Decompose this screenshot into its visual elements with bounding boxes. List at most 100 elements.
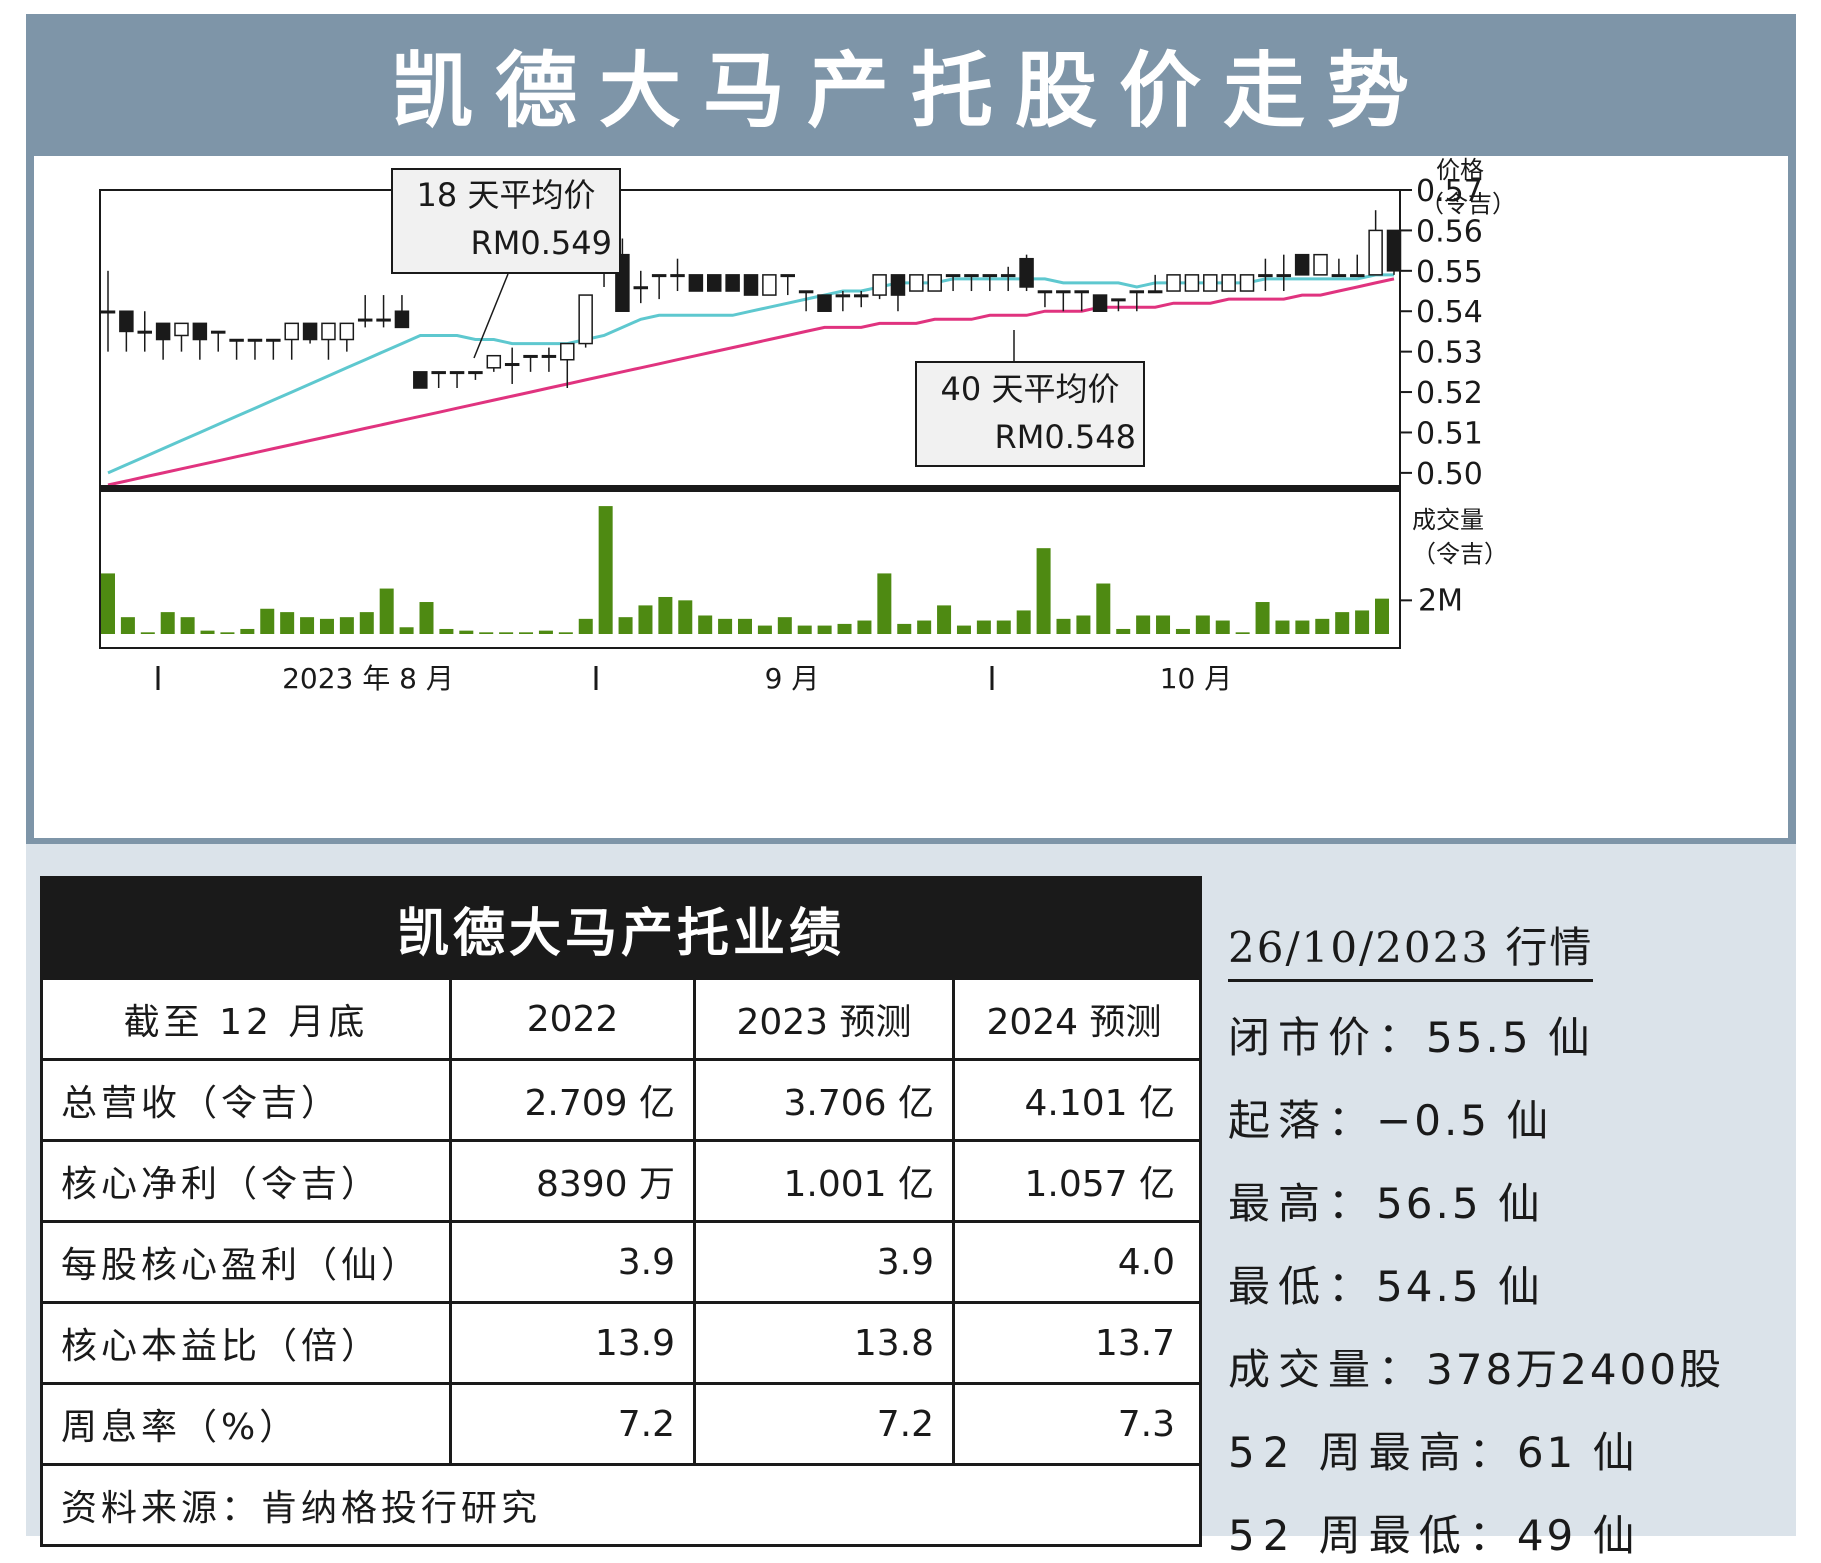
candle [945, 274, 961, 292]
volume-bar [797, 625, 812, 634]
volume-bar [140, 632, 155, 634]
volume-bar [1056, 618, 1071, 634]
volume-bar [578, 618, 593, 634]
separator: ： [1468, 1428, 1517, 1477]
price-tick-label: 0.50 [1416, 457, 1483, 492]
cell-value: 4.0 [952, 1223, 1193, 1301]
candle-body [982, 274, 998, 278]
candle-body [798, 290, 814, 294]
volume-bar [558, 632, 573, 634]
candle [449, 371, 465, 389]
row-label: 总营收（令吉） [61, 1083, 342, 1124]
cell-value: 13.9 [449, 1304, 693, 1382]
row-label: 每股核心盈利（仙） [61, 1245, 422, 1286]
candle [100, 270, 116, 352]
candle [927, 274, 942, 292]
candle-body [633, 286, 649, 290]
volume-bar [379, 588, 394, 634]
candle-body [688, 274, 704, 292]
volume-bar [319, 618, 334, 634]
candle [357, 295, 373, 328]
column-header: 截至 12 月底 [123, 1002, 369, 1043]
candle-body [1258, 274, 1273, 278]
candle [780, 274, 795, 296]
price-tick-label: 0.53 [1416, 336, 1483, 371]
volume-bar [777, 617, 792, 634]
volume-bar [1335, 612, 1350, 634]
ma40-callout-value: RM0.548 [995, 418, 1136, 456]
candle-body [1386, 229, 1402, 272]
candle-body [468, 371, 483, 375]
separator: ： [1468, 1511, 1517, 1560]
candle-body [853, 294, 869, 298]
candle [798, 290, 814, 312]
candle [688, 274, 704, 292]
volume-bar [300, 617, 315, 634]
volume-bar [1235, 632, 1250, 634]
table-row: 周息率（%） 7.2 7.2 7.3 [43, 1382, 1199, 1463]
volume-bar [399, 627, 414, 634]
candle [1313, 253, 1328, 276]
candle-body [449, 371, 465, 375]
volume-bar [1016, 610, 1031, 634]
candle-body [1166, 274, 1181, 292]
candle [1203, 274, 1218, 292]
volume-bar [1215, 620, 1230, 634]
candle-body [266, 338, 281, 342]
candle [174, 322, 189, 352]
candle [523, 354, 538, 372]
market-item: 起落：−0.5 仙 [1228, 1087, 1788, 1148]
candle-body [670, 274, 685, 278]
candle [339, 322, 355, 352]
stock-chart: 0.57 0.56 0.55 0.54 0.53 0.52 0.51 0.50 价格 （令吉） 2M… [99, 156, 1516, 695]
candle-body [100, 310, 116, 314]
candle-body [523, 354, 538, 358]
candle-body [394, 310, 410, 329]
market-item-label: 闭市价 [1228, 1013, 1379, 1062]
candle-body [1350, 274, 1365, 278]
market-item: 闭市价：55.5 仙 [1228, 1004, 1788, 1065]
candle [192, 322, 208, 360]
source-note: 资料来源：肯纳格投行研究 [43, 1463, 1199, 1544]
candle-body [357, 318, 373, 322]
candle-body [651, 274, 667, 278]
market-item-label: 52 周最低 [1228, 1511, 1469, 1560]
volume-bar [1275, 620, 1290, 634]
price-tick-label: 0.55 [1416, 255, 1483, 290]
volume-bar [996, 620, 1011, 634]
volume-bar [757, 625, 772, 634]
candle [394, 295, 410, 329]
stats-section: 凯德大马产托业绩 截至 12 月底 2022 2023 预测 2024 预测 总… [26, 844, 1796, 1560]
market-item-label: 成交量 [1228, 1345, 1379, 1394]
candle [725, 274, 740, 292]
candle [1074, 290, 1089, 312]
price-axis-unit: （令吉） [1420, 190, 1516, 218]
candle-body [321, 322, 336, 341]
candle-body [945, 274, 961, 278]
volume-bar [1255, 602, 1270, 634]
volume-bar [1195, 615, 1210, 634]
month-label: 9 月 [765, 662, 820, 695]
column-header: 2022 [449, 980, 693, 1058]
volume-bar [220, 632, 235, 634]
candle-body [210, 330, 226, 334]
price-tick-label: 0.57 [1416, 174, 1483, 209]
price-tick-label: 0.56 [1416, 214, 1483, 249]
candle-body [247, 338, 263, 342]
candle [1111, 298, 1126, 312]
panel-divider [100, 485, 1400, 492]
candle [835, 291, 851, 312]
ma18-callout-value: RM0.549 [471, 224, 612, 262]
market-item-value: 55.5 仙 [1426, 1013, 1593, 1062]
separator: ： [1328, 1096, 1377, 1145]
candle [560, 342, 575, 389]
cell-value: 7.3 [952, 1385, 1193, 1463]
price-chart-section: 凯德大马产托股价走势 0.57 0.56 0.55 0.54 0.53 0.52 0.51 0… [26, 14, 1796, 844]
market-date: 26/10/2023 行情 [1228, 914, 1594, 982]
candle [1037, 290, 1053, 308]
candle [1147, 274, 1163, 294]
volume-bar [698, 615, 713, 634]
candle-body [1239, 274, 1255, 292]
candle-body [835, 294, 851, 298]
